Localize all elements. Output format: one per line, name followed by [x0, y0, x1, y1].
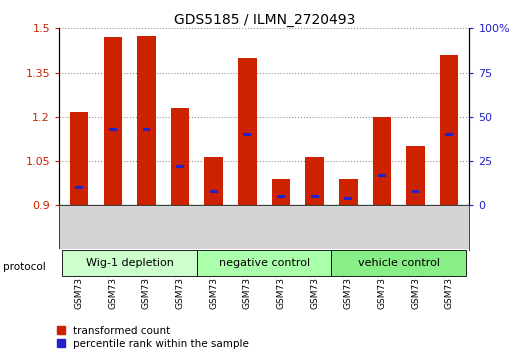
Bar [339, 179, 358, 205]
Bar [440, 55, 459, 205]
Bar [378, 174, 386, 177]
Bar [210, 190, 218, 193]
Title: GDS5185 / ILMN_2720493: GDS5185 / ILMN_2720493 [173, 13, 355, 27]
Text: negative control: negative control [219, 258, 310, 268]
Bar [272, 179, 290, 205]
Bar [176, 165, 184, 168]
Bar [70, 112, 88, 205]
Bar [143, 128, 150, 131]
Text: Wig-1 depletion: Wig-1 depletion [86, 258, 173, 268]
Bar [197, 250, 331, 276]
Bar [305, 156, 324, 205]
Bar [244, 133, 251, 136]
Bar [109, 128, 116, 131]
Bar [445, 133, 453, 136]
Bar [171, 108, 189, 205]
Bar [331, 250, 466, 276]
Bar [238, 58, 256, 205]
Bar [104, 37, 122, 205]
Bar [63, 250, 197, 276]
Bar [344, 197, 352, 200]
Bar [412, 190, 420, 193]
Bar [372, 117, 391, 205]
Bar [205, 156, 223, 205]
Legend: transformed count, percentile rank within the sample: transformed count, percentile rank withi… [56, 326, 249, 349]
Bar [277, 195, 285, 198]
Text: protocol: protocol [3, 262, 45, 272]
Bar [406, 146, 425, 205]
Bar [75, 186, 83, 189]
Bar [137, 36, 156, 205]
Text: vehicle control: vehicle control [358, 258, 440, 268]
Bar [311, 195, 319, 198]
